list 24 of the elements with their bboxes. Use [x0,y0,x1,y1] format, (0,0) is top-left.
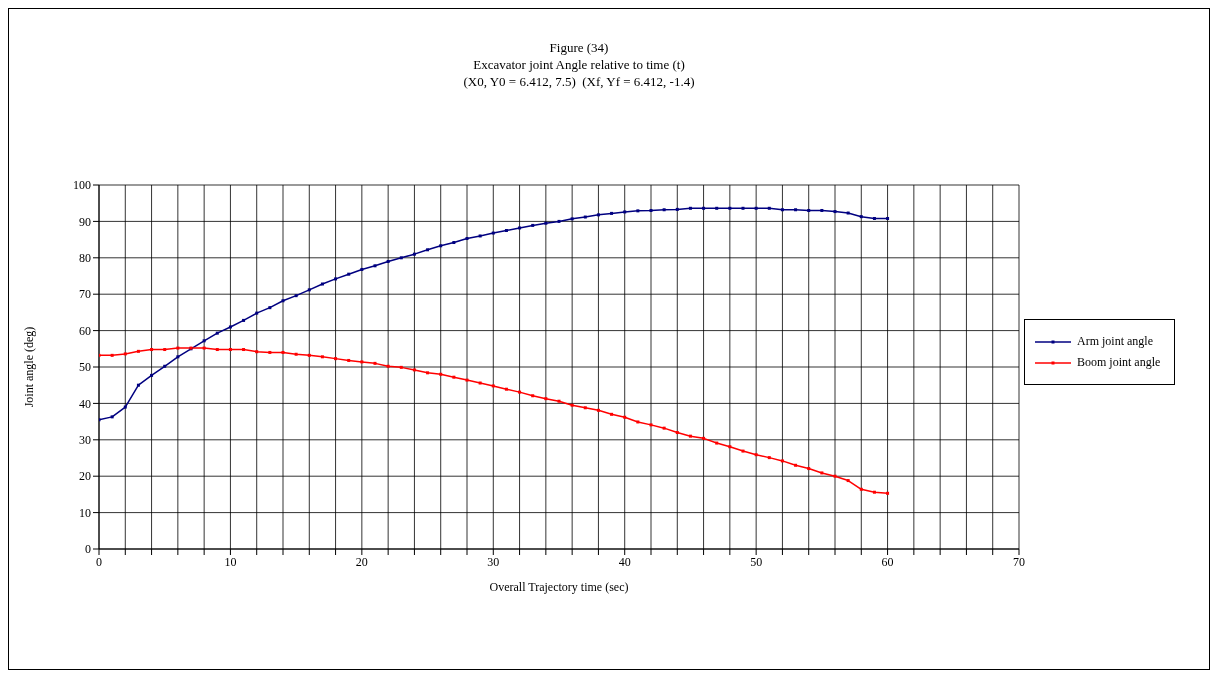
x-tick-label: 70 [1013,554,1025,569]
x-tick-label: 60 [881,554,894,569]
y-tick-label: 50 [79,360,91,375]
legend-label: Arm joint angle [1077,334,1153,349]
x-tick-label: 50 [750,554,763,569]
y-tick-label: 60 [79,323,91,338]
y-tick-label: 10 [79,505,91,520]
legend-label: Boom joint angle [1077,355,1161,370]
x-axis-title: Overall Trajectory time (sec) [489,580,629,594]
y-tick-label: 100 [73,178,91,193]
x-tick-label: 20 [355,554,368,569]
y-tick-label: 80 [79,251,91,266]
y-tick-label: 70 [79,287,91,302]
y-tick-label: 20 [79,469,91,484]
y-tick-label: 30 [79,433,91,448]
x-tick-label: 0 [96,554,102,569]
y-tick-label: 0 [85,542,91,557]
y-axis-title: Joint angle (deg) [22,326,37,408]
y-tick-label: 90 [79,214,91,229]
chart-title: Figure (34) Excavator joint Angle relative to time (t) (X0, Y0 = 6.412, 7.5) (Xf, Yf = 6.412, -1.4) [462,39,696,90]
x-tick-label: 30 [487,554,500,569]
x-tick-label: 10 [224,554,237,569]
y-tick-label: 40 [79,396,91,411]
x-tick-label: 40 [618,554,631,569]
